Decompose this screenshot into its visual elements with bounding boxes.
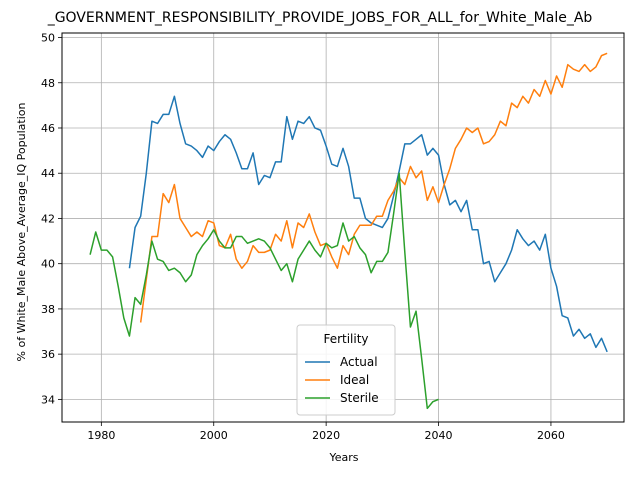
x-tick-label: 1980 bbox=[87, 429, 115, 442]
series-layer bbox=[89, 52, 608, 410]
series-line-actual bbox=[128, 95, 608, 353]
y-tick-label: 34 bbox=[41, 393, 55, 406]
y-tick-label: 46 bbox=[41, 122, 55, 135]
series-line-sterile bbox=[89, 172, 439, 410]
x-axis-label: Years bbox=[328, 451, 358, 464]
series-line-ideal bbox=[139, 52, 608, 323]
y-tick-label: 40 bbox=[41, 258, 55, 271]
x-tick-label: 2040 bbox=[425, 429, 453, 442]
y-axis-label: % of White_Male Above_Average_IQ Populat… bbox=[15, 102, 28, 361]
legend-box bbox=[296, 324, 396, 416]
y-tick-label: 36 bbox=[41, 348, 55, 361]
x-tick-label: 2060 bbox=[537, 429, 565, 442]
chart-title: _GOVERNMENT_RESPONSIBILITY_PROVIDE_JOBS_… bbox=[47, 10, 593, 26]
legend: Fertility Actual Ideal Sterile bbox=[296, 324, 396, 416]
legend-title: Fertility bbox=[323, 332, 368, 346]
x-axis-ticks: 1980 2000 2020 2040 2060 bbox=[87, 422, 565, 442]
y-tick-label: 42 bbox=[41, 212, 55, 225]
x-tick-label: 2020 bbox=[312, 429, 340, 442]
x-tick-label: 2000 bbox=[200, 429, 228, 442]
legend-label-sterile: Sterile bbox=[340, 391, 379, 405]
y-tick-label: 44 bbox=[41, 167, 55, 180]
y-tick-label: 50 bbox=[41, 32, 55, 45]
y-tick-label: 38 bbox=[41, 303, 55, 316]
legend-items: Actual Ideal Sterile bbox=[305, 355, 379, 405]
y-tick-label: 48 bbox=[41, 77, 55, 90]
legend-label-actual: Actual bbox=[340, 355, 378, 369]
y-axis-ticks: 34 36 38 40 42 44 46 48 50 bbox=[41, 32, 62, 406]
legend-label-ideal: Ideal bbox=[340, 373, 369, 387]
plot-frame bbox=[61, 32, 625, 423]
